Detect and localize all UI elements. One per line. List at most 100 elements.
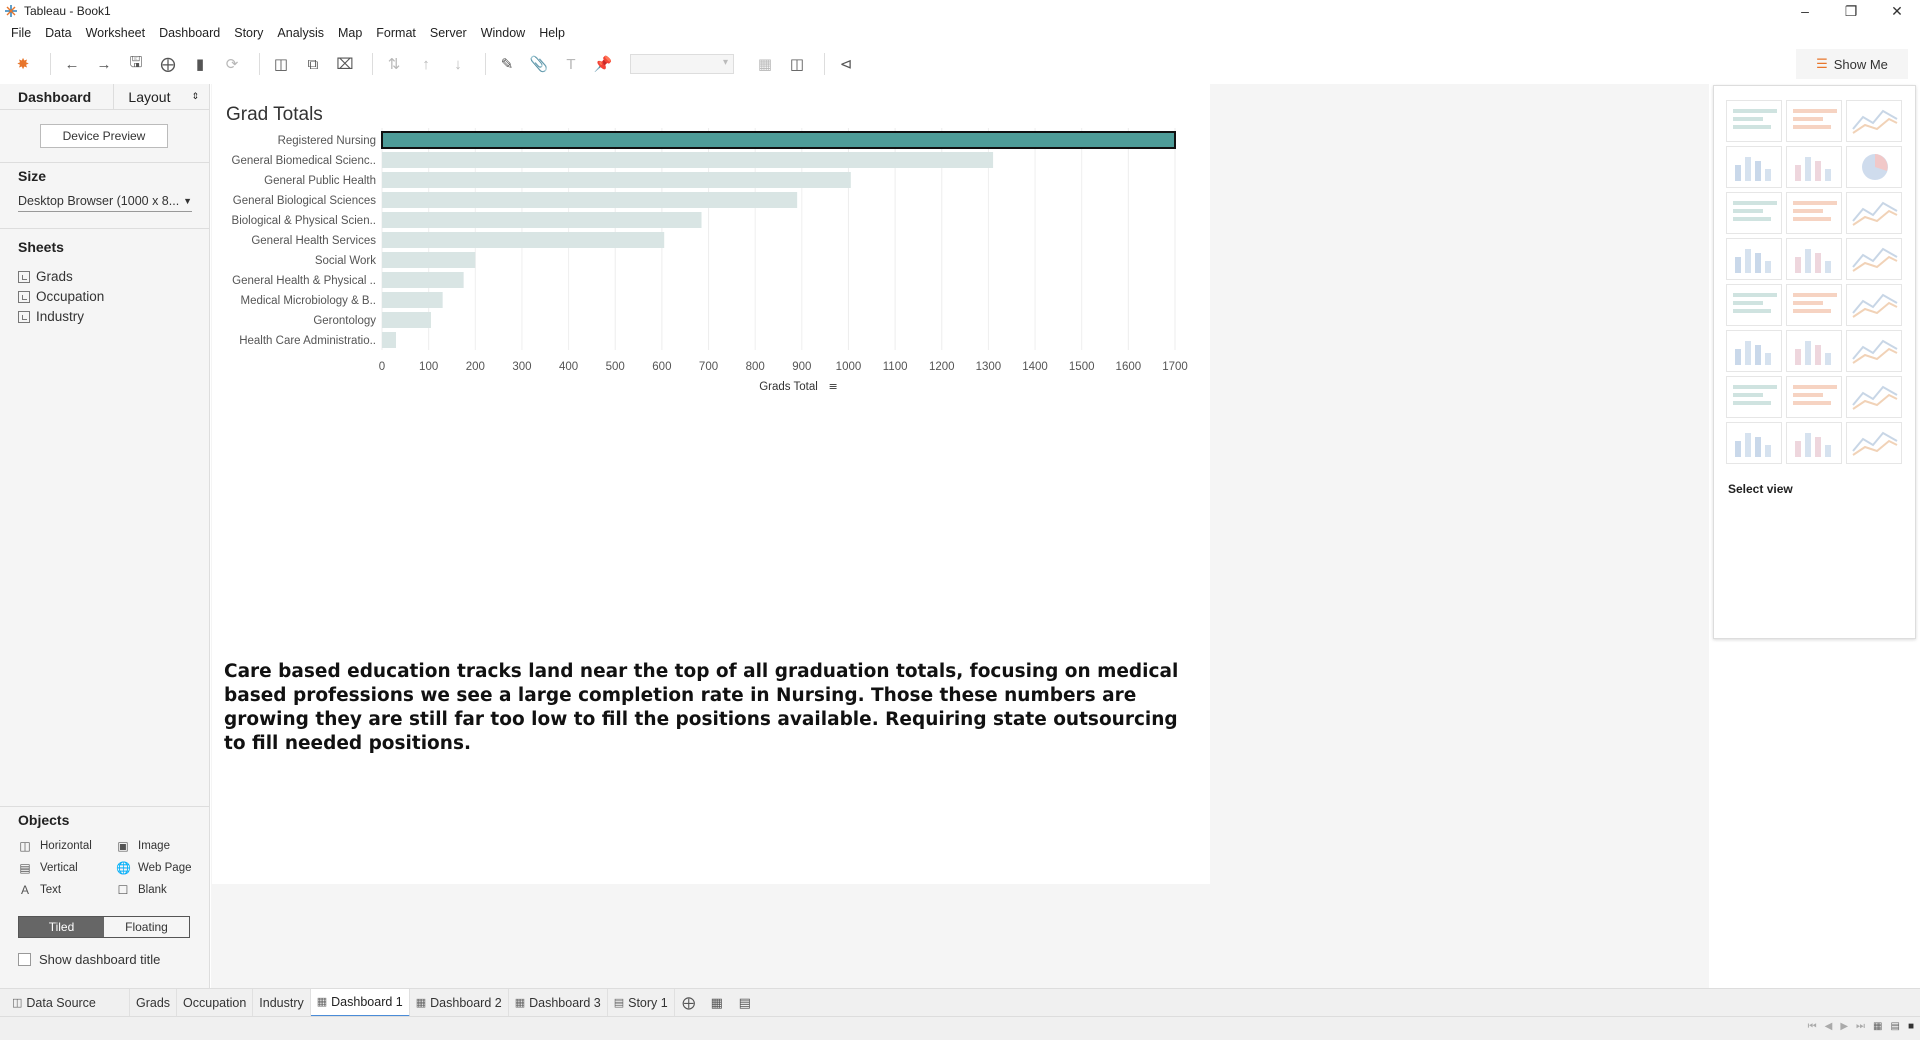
prev-page-icon[interactable]: ◀	[1824, 1021, 1833, 1032]
minimize-icon[interactable]: –	[1801, 3, 1809, 19]
clear-sheet-icon[interactable]: ⌧	[336, 56, 354, 73]
bar[interactable]	[382, 192, 798, 208]
worksheet-icon	[18, 310, 30, 323]
tiled-button[interactable]: Tiled	[19, 917, 104, 937]
object-text[interactable]: A Text	[18, 883, 61, 897]
fit-select[interactable]	[630, 54, 734, 74]
bar[interactable]	[382, 152, 994, 168]
show-title-checkbox[interactable]	[18, 953, 31, 966]
sort-descending-icon[interactable]: ↓	[454, 55, 462, 73]
pause-updates-icon[interactable]: ▮	[195, 56, 205, 73]
duplicate-sheet-icon[interactable]: ⧉	[307, 55, 319, 73]
tab-layout[interactable]: Layout ⇕	[113, 84, 209, 109]
tab-view-icon[interactable]: ■	[1907, 1021, 1914, 1032]
bar[interactable]	[382, 312, 431, 328]
object-image[interactable]: ▣ Image	[116, 839, 170, 853]
share-icon[interactable]: ⊲	[839, 56, 853, 73]
close-icon[interactable]: ✕	[1891, 2, 1903, 19]
tab-dashboard-2[interactable]: ▦ Dashboard 2	[410, 988, 509, 1017]
tick-label: 1700	[1162, 361, 1188, 373]
show-title-row[interactable]: Show dashboard title	[18, 952, 160, 967]
menu-map[interactable]: Map	[337, 26, 363, 40]
bar[interactable]	[381, 131, 1176, 149]
swap-icon[interactable]: ⇅	[387, 56, 401, 73]
tab-grads[interactable]: Grads	[130, 988, 178, 1017]
bar[interactable]	[382, 272, 464, 288]
undo-icon[interactable]: ←	[64, 55, 80, 73]
menu-story[interactable]: Story	[234, 26, 264, 40]
save-icon[interactable]: 🖫	[129, 53, 143, 71]
bullet-graph-icon	[1786, 422, 1842, 464]
category-label: Medical Microbiology & B..	[241, 295, 377, 307]
menu-window[interactable]: Window	[480, 26, 526, 40]
show-cards-icon[interactable]: ▦	[757, 56, 773, 73]
object-vertical[interactable]: ▤ Vertical	[18, 861, 77, 875]
filmstrip-view-icon[interactable]: ▤	[1890, 1021, 1900, 1032]
size-dropdown[interactable]: Desktop Browser (1000 x 8... ▼	[18, 190, 192, 212]
object-blank[interactable]: ☐ Blank	[116, 883, 167, 897]
treemap-icon	[1726, 238, 1782, 280]
bar[interactable]	[382, 292, 443, 308]
side-by-side-circles-icon	[1846, 238, 1902, 280]
object-horizontal[interactable]: ◫ Horizontal	[18, 839, 91, 853]
redo-icon[interactable]: →	[96, 55, 112, 73]
bar[interactable]	[382, 172, 851, 188]
floating-button[interactable]: Floating	[125, 920, 168, 934]
refresh-icon[interactable]: ⟳	[225, 56, 239, 73]
highlight-icon[interactable]: ✎	[500, 56, 514, 73]
tableau-home-icon[interactable]: ✸	[16, 56, 30, 73]
next-page-icon[interactable]: ▶	[1840, 1021, 1849, 1032]
pin-icon[interactable]: 📌	[593, 56, 613, 73]
tick-label: 1600	[1116, 361, 1142, 373]
bar[interactable]	[382, 212, 702, 228]
group-icon[interactable]: 📎	[529, 56, 549, 73]
menu-data[interactable]: Data	[45, 26, 72, 40]
menu-file[interactable]: File	[11, 26, 32, 40]
tab-dashboard[interactable]: Dashboard	[18, 88, 92, 105]
tick-label: 100	[419, 361, 438, 373]
last-page-icon[interactable]: ⏭	[1856, 1021, 1866, 1032]
menu-analysis[interactable]: Analysis	[277, 26, 324, 40]
sheet-item-industry[interactable]: Industry	[18, 309, 84, 324]
tab-data-source[interactable]: ◫ Data Source	[6, 988, 130, 1017]
restore-icon[interactable]: ❐	[1844, 2, 1858, 19]
sheet-item-grads[interactable]: Grads	[18, 269, 73, 284]
category-label: General Biological Sciences	[233, 195, 376, 207]
new-sheet-icon[interactable]: ◫	[273, 56, 289, 73]
new-story-icon[interactable]: ▤	[738, 994, 751, 1010]
sheet-item-occupation[interactable]: Occupation	[18, 289, 104, 304]
tab-occupation[interactable]: Occupation	[177, 988, 254, 1017]
tab-story-1[interactable]: ▤ Story 1	[608, 988, 675, 1017]
bar[interactable]	[382, 332, 396, 348]
menu-worksheet[interactable]: Worksheet	[85, 26, 146, 40]
bar[interactable]	[382, 232, 665, 248]
tab-industry[interactable]: Industry	[253, 988, 311, 1017]
category-label: General Public Health	[264, 175, 376, 187]
box-whisker-icon	[1846, 376, 1902, 418]
grid-view-icon[interactable]: ▦	[1873, 1021, 1883, 1032]
show-me-button[interactable]: ☰ Show Me	[1796, 49, 1908, 79]
menu-format[interactable]: Format	[376, 26, 416, 40]
vertical-container-icon: ▤	[19, 861, 31, 875]
bar[interactable]	[382, 252, 476, 268]
tick-label: 1000	[836, 361, 862, 373]
device-preview-button[interactable]: Device Preview	[40, 124, 168, 148]
tick-label: 0	[379, 361, 385, 373]
tableau-logo-icon	[5, 5, 17, 17]
menu-server[interactable]: Server	[429, 26, 467, 40]
menu-help[interactable]: Help	[539, 26, 565, 40]
sort-ascending-icon[interactable]: ↑	[422, 55, 430, 73]
tab-dashboard-3[interactable]: ▦ Dashboard 3	[509, 988, 608, 1017]
presentation-mode-icon[interactable]: ◫	[789, 56, 805, 73]
menu-bar: File Data Worksheet Dashboard Story Anal…	[0, 22, 1920, 44]
first-page-icon[interactable]: ⏮	[1807, 1021, 1817, 1032]
labels-icon[interactable]: T	[566, 55, 576, 73]
tab-dashboard-1[interactable]: ▦ Dashboard 1	[310, 988, 410, 1017]
stacked-bars-icon	[1786, 192, 1842, 234]
globe-icon: 🌐	[116, 861, 131, 875]
new-worksheet-icon[interactable]: ⨁	[682, 994, 696, 1010]
menu-dashboard[interactable]: Dashboard	[159, 26, 221, 40]
new-dashboard-icon[interactable]: ▦	[710, 994, 723, 1010]
new-datasource-icon[interactable]: ⨁	[160, 56, 176, 73]
object-web-page[interactable]: 🌐 Web Page	[116, 861, 192, 875]
